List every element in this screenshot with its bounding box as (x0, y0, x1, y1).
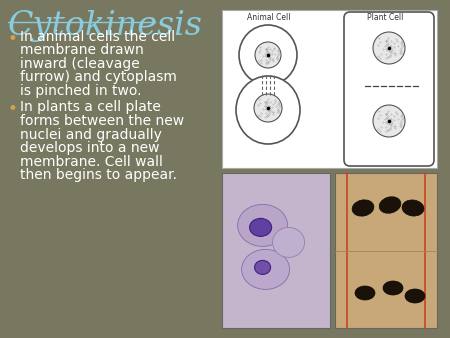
Text: •: • (8, 30, 18, 48)
Ellipse shape (352, 200, 374, 216)
Ellipse shape (239, 25, 297, 85)
Text: In plants a cell plate: In plants a cell plate (20, 100, 161, 115)
Text: membrane. Cell wall: membrane. Cell wall (20, 154, 163, 169)
FancyBboxPatch shape (344, 12, 434, 166)
Ellipse shape (250, 218, 272, 236)
Text: Animal Cell: Animal Cell (247, 13, 291, 22)
Text: membrane drawn: membrane drawn (20, 44, 144, 57)
Text: then begins to appear.: then begins to appear. (20, 168, 177, 182)
FancyBboxPatch shape (222, 10, 437, 168)
Ellipse shape (379, 197, 401, 213)
Text: inward (cleavage: inward (cleavage (20, 57, 140, 71)
Ellipse shape (255, 260, 270, 274)
Circle shape (254, 94, 282, 122)
FancyBboxPatch shape (222, 173, 330, 328)
Text: forms between the new: forms between the new (20, 114, 184, 128)
Text: Cytokinesis: Cytokinesis (8, 10, 203, 42)
Ellipse shape (383, 281, 403, 295)
Ellipse shape (236, 76, 300, 144)
Ellipse shape (405, 289, 425, 303)
Ellipse shape (238, 204, 288, 246)
Text: In animal cells the cell: In animal cells the cell (20, 30, 175, 44)
Ellipse shape (402, 200, 424, 216)
Text: is pinched in two.: is pinched in two. (20, 84, 141, 98)
Circle shape (373, 32, 405, 64)
Text: •: • (8, 100, 18, 119)
Ellipse shape (242, 249, 290, 289)
Circle shape (373, 105, 405, 137)
Ellipse shape (273, 227, 305, 258)
Text: nuclei and gradually: nuclei and gradually (20, 127, 162, 142)
Text: develops into a new: develops into a new (20, 141, 159, 155)
Ellipse shape (355, 286, 375, 300)
Text: furrow) and cytoplasm: furrow) and cytoplasm (20, 71, 177, 84)
Circle shape (255, 42, 281, 68)
FancyBboxPatch shape (335, 173, 437, 328)
Text: Plant Cell: Plant Cell (367, 13, 403, 22)
